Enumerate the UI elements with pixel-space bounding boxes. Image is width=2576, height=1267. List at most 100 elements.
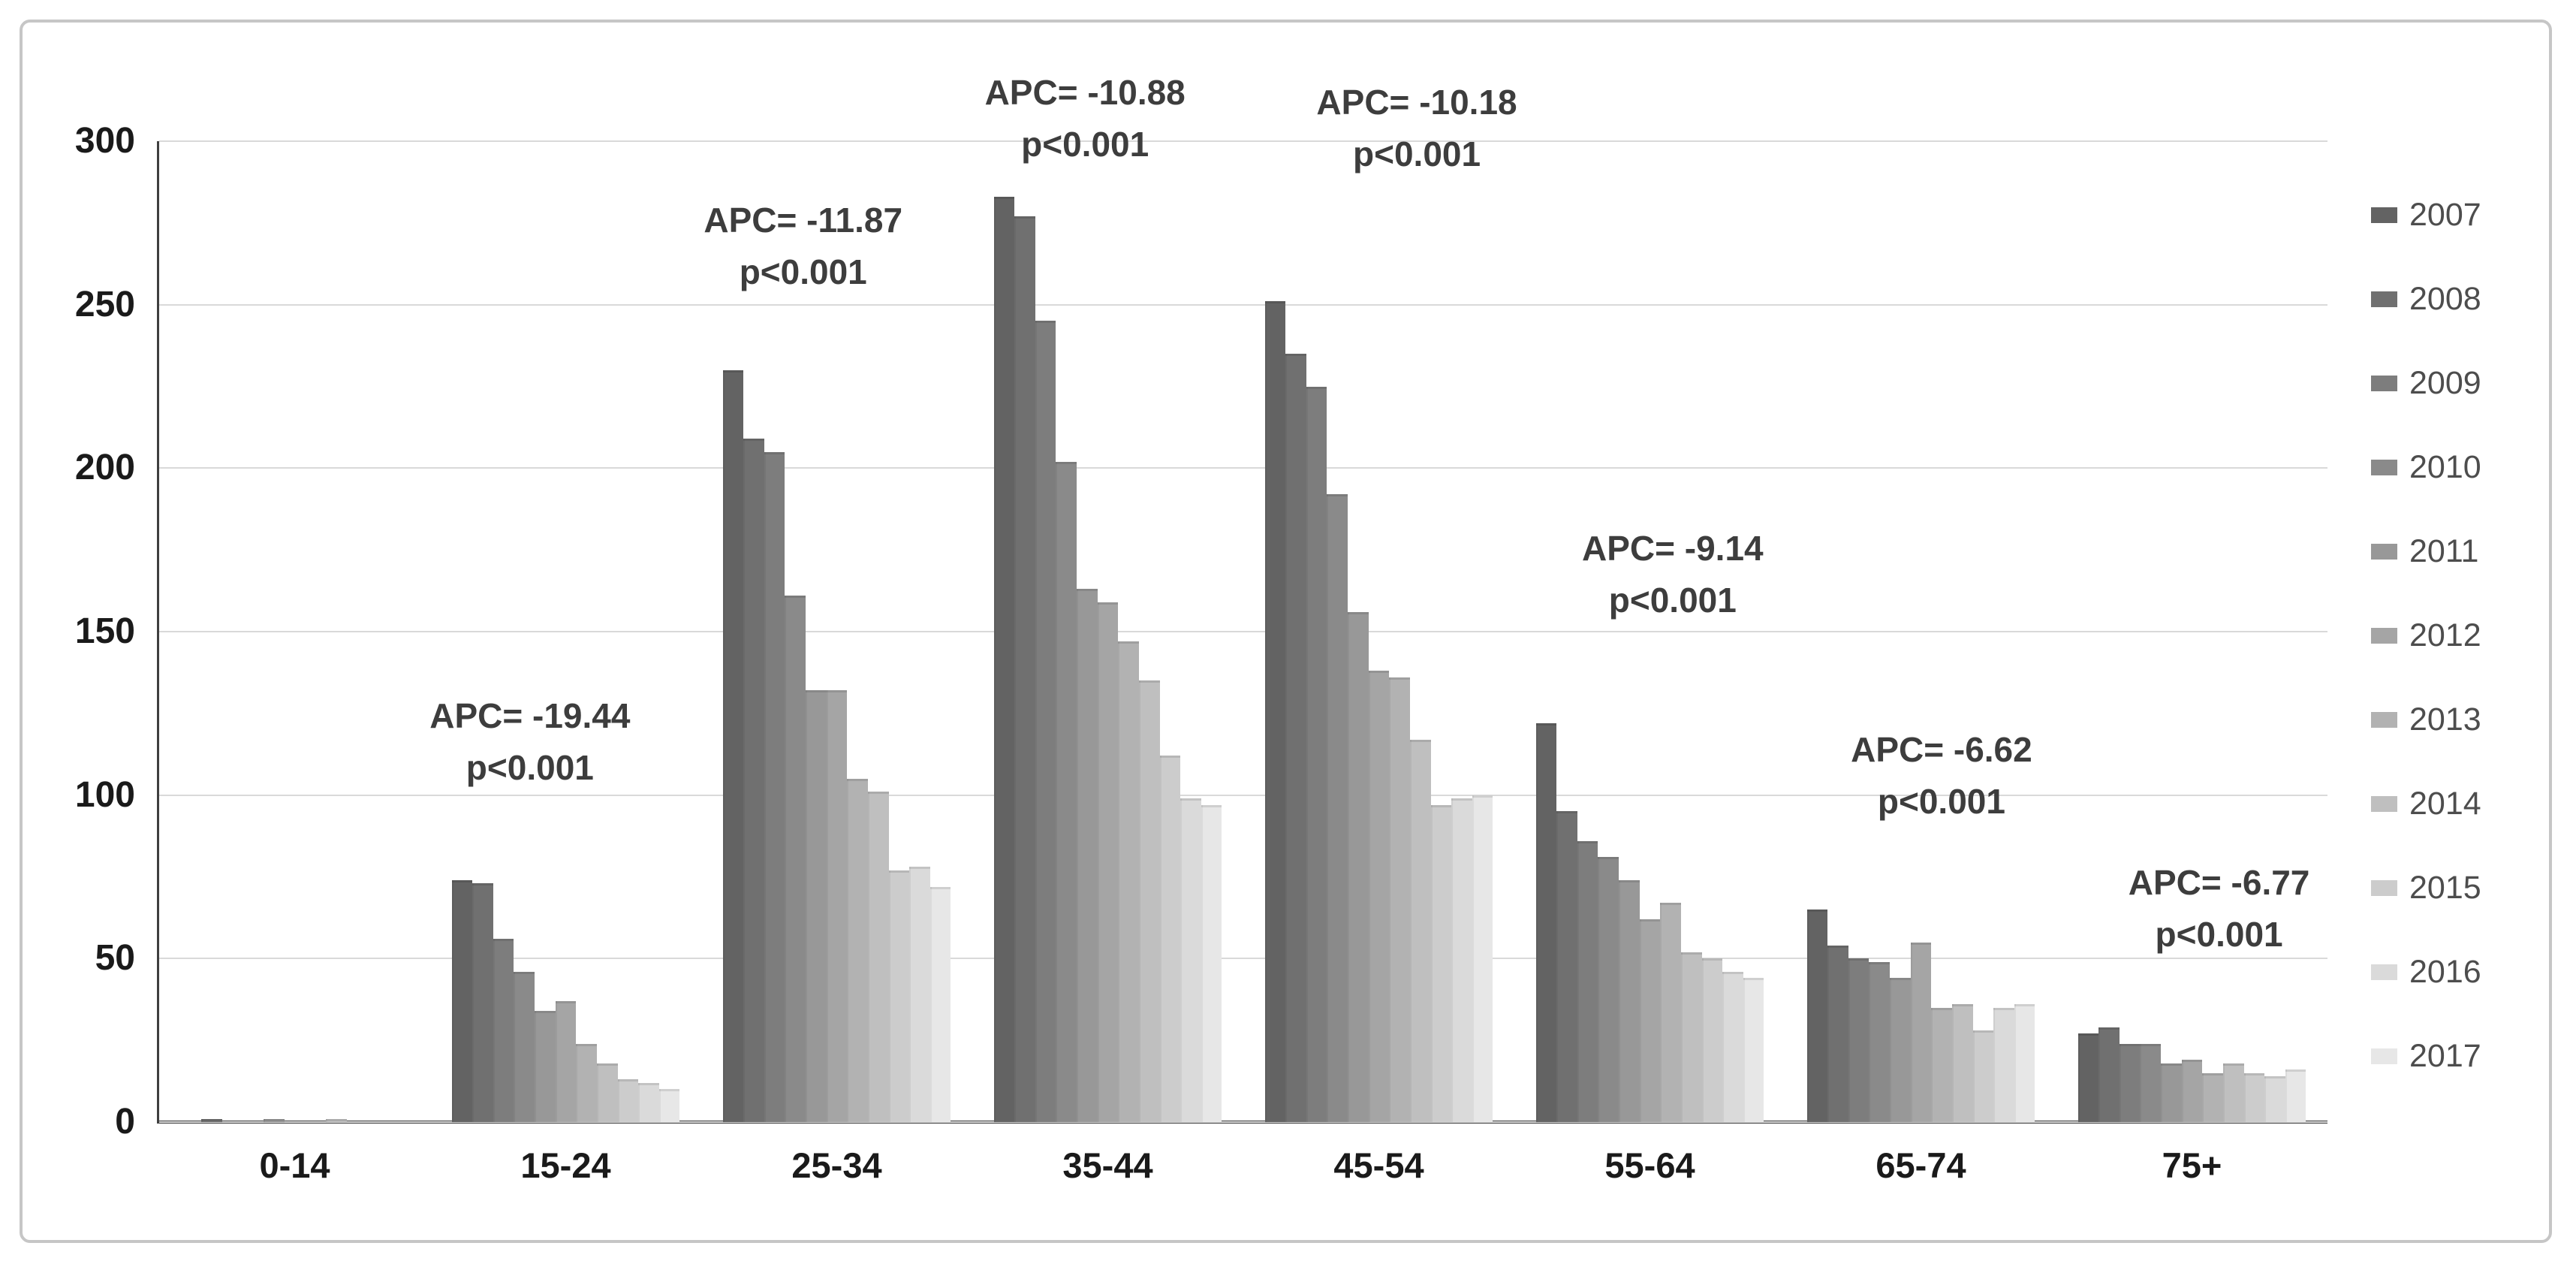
bar-55-64-2008 xyxy=(1556,811,1577,1122)
annotation-apc-value: APC= -6.62 xyxy=(1851,730,2032,770)
bar-75+-2014 xyxy=(2222,1063,2244,1122)
bar-group-45-54 xyxy=(1243,141,1514,1122)
bar-75+-2009 xyxy=(2119,1043,2141,1122)
annotation-p-value: p<0.001 xyxy=(1877,782,2005,822)
bar-65-74-2017 xyxy=(2014,1004,2035,1122)
bar-45-54-2011 xyxy=(1348,611,1369,1122)
gridline-150 xyxy=(159,631,2327,632)
bar-65-74-2013 xyxy=(1931,1007,1952,1122)
y-axis-tick-label: 250 xyxy=(74,284,135,324)
legend-swatch-icon xyxy=(2371,543,2397,560)
bar-35-44-2008 xyxy=(1014,216,1035,1122)
legend-label: 2016 xyxy=(2409,953,2481,990)
bar-35-44-2009 xyxy=(1035,321,1056,1122)
bar-45-54-2015 xyxy=(1430,804,1452,1122)
bar-group-75+ xyxy=(2056,141,2327,1122)
annotation-25-34: APC= -11.87 p<0.001 xyxy=(704,195,902,298)
bar-15-24-2007 xyxy=(451,879,473,1122)
bar-55-64-2013 xyxy=(1660,903,1681,1122)
legend-item-2007: 2007 xyxy=(2371,173,2481,257)
bar-45-54-2017 xyxy=(1472,795,1493,1122)
x-axis-label-35-44: 35-44 xyxy=(1062,1145,1153,1185)
x-axis-label-15-24: 15-24 xyxy=(520,1145,611,1185)
bar-35-44-2015 xyxy=(1159,756,1181,1122)
legend-label: 2017 xyxy=(2409,1037,2481,1074)
x-axis-label-45-54: 45-54 xyxy=(1333,1145,1424,1185)
bar-35-44-2007 xyxy=(993,197,1015,1122)
legend-label: 2011 xyxy=(2409,532,2479,569)
x-axis-label-55-64: 55-64 xyxy=(1604,1145,1695,1185)
bar-25-34-2015 xyxy=(888,870,910,1122)
gridline-250 xyxy=(159,303,2327,306)
legend-label: 2010 xyxy=(2409,448,2481,485)
legend-label: 2014 xyxy=(2409,785,2481,822)
legend-swatch-icon xyxy=(2371,964,2397,980)
annotation-apc-value: APC= -6.77 xyxy=(2128,862,2310,902)
bar-25-34-2014 xyxy=(867,792,889,1122)
x-axis-label-25-34: 25-34 xyxy=(791,1145,882,1185)
bar-0-14-2011 xyxy=(264,1118,285,1122)
gridline-200 xyxy=(159,467,2327,469)
bar-55-64-2009 xyxy=(1577,840,1598,1122)
annotation-35-44: APC= -10.88 p<0.001 xyxy=(985,67,1186,170)
legend-swatch-icon xyxy=(2371,711,2397,728)
bar-25-34-2009 xyxy=(764,451,785,1122)
annotation-apc-value: APC= -19.44 xyxy=(429,695,631,735)
bar-0-14-2014 xyxy=(325,1118,347,1122)
legend-swatch-icon xyxy=(2371,459,2397,475)
bar-25-34-2013 xyxy=(847,778,868,1122)
bar-15-24-2015 xyxy=(617,1079,639,1122)
legend-label: 2009 xyxy=(2409,364,2481,401)
bar-15-24-2011 xyxy=(535,1011,556,1122)
legend-item-2015: 2015 xyxy=(2371,846,2481,930)
bar-55-64-2017 xyxy=(1743,978,1764,1122)
bar-65-74-2010 xyxy=(1869,961,1891,1122)
y-axis-tick-label: 200 xyxy=(74,448,135,488)
bar-25-34-2007 xyxy=(722,370,744,1122)
legend-item-2014: 2014 xyxy=(2371,762,2481,846)
annotation-apc-value: APC= -10.88 xyxy=(984,73,1186,113)
bar-55-64-2011 xyxy=(1619,879,1640,1122)
bar-65-74-2009 xyxy=(1848,958,1869,1122)
bar-35-44-2017 xyxy=(1201,804,1222,1122)
annotation-p-value: p<0.001 xyxy=(465,747,594,787)
gridline-100 xyxy=(159,794,2327,796)
annotation-apc-value: APC= -11.87 xyxy=(704,200,903,240)
bar-group-55-64 xyxy=(1514,141,1785,1122)
bar-25-34-2011 xyxy=(806,690,827,1122)
legend-swatch-icon xyxy=(2371,291,2397,307)
bar-65-74-2014 xyxy=(1951,1004,1973,1122)
annotation-45-54: APC= -10.18 p<0.001 xyxy=(1316,77,1517,180)
x-axis-label-75+: 75+ xyxy=(2162,1145,2222,1185)
legend-swatch-icon xyxy=(2371,795,2397,812)
legend-swatch-icon xyxy=(2371,207,2397,223)
gridline-0 xyxy=(159,1121,2327,1123)
bar-55-64-2010 xyxy=(1598,857,1619,1122)
bar-45-54-2010 xyxy=(1327,494,1348,1122)
legend-item-2009: 2009 xyxy=(2371,341,2481,425)
bar-25-34-2008 xyxy=(743,439,764,1122)
bar-15-24-2009 xyxy=(493,939,514,1122)
bar-15-24-2012 xyxy=(555,1000,577,1122)
bar-75+-2016 xyxy=(2264,1076,2285,1122)
legend-label: 2008 xyxy=(2409,280,2481,317)
legend-label: 2015 xyxy=(2409,869,2481,906)
x-axis-label-0-14: 0-14 xyxy=(259,1145,330,1185)
bar-25-34-2010 xyxy=(785,596,806,1122)
bar-45-54-2008 xyxy=(1285,353,1306,1122)
bar-25-34-2017 xyxy=(929,886,951,1122)
bar-45-54-2009 xyxy=(1306,386,1327,1122)
annotation-apc-value: APC= -10.18 xyxy=(1316,83,1517,122)
legend-item-2008: 2008 xyxy=(2371,257,2481,341)
bar-15-24-2016 xyxy=(638,1082,659,1122)
bar-75+-2012 xyxy=(2181,1060,2203,1122)
bar-65-74-2012 xyxy=(1910,942,1932,1122)
bar-75+-2007 xyxy=(2077,1033,2099,1122)
bar-45-54-2014 xyxy=(1409,739,1431,1122)
annotation-p-value: p<0.001 xyxy=(2155,914,2283,954)
bar-65-74-2015 xyxy=(1972,1030,1994,1122)
annotation-apc-value: APC= -9.14 xyxy=(1582,529,1764,569)
legend-label: 2012 xyxy=(2409,617,2481,653)
bar-45-54-2007 xyxy=(1264,301,1286,1122)
legend-item-2017: 2017 xyxy=(2371,1014,2481,1098)
